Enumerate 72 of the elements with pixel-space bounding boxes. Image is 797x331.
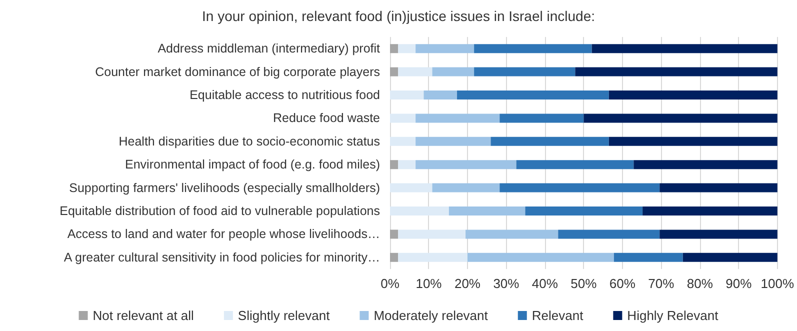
bar xyxy=(390,160,398,170)
bar xyxy=(466,230,558,239)
bar xyxy=(390,252,398,262)
bar xyxy=(424,90,458,100)
x-tick-label: 30% xyxy=(493,276,520,291)
x-tick-label: 80% xyxy=(686,276,714,291)
bar xyxy=(398,67,432,76)
bar xyxy=(608,90,778,100)
y-tick-label: A greater cultural sensitivity in food policies for minority… xyxy=(64,250,380,264)
y-tick-label: Health disparities due to socio-economic status xyxy=(118,134,380,148)
bar xyxy=(390,90,424,100)
y-tick-label: Counter market dominance of big corporate players xyxy=(95,64,380,79)
bar xyxy=(642,206,778,216)
bar xyxy=(390,183,432,192)
bar xyxy=(416,136,491,146)
bar xyxy=(500,183,660,192)
bar xyxy=(390,136,416,146)
bar xyxy=(592,44,778,54)
bar xyxy=(398,230,466,239)
bar xyxy=(398,160,416,170)
bar xyxy=(660,183,778,192)
bar xyxy=(525,206,643,216)
legend-label: Slightly relevant xyxy=(238,308,330,323)
bar xyxy=(390,67,398,76)
bar xyxy=(490,136,609,146)
bar xyxy=(660,230,778,239)
bar xyxy=(390,114,416,123)
bar xyxy=(584,114,778,123)
bar xyxy=(500,114,584,123)
bar xyxy=(558,230,660,239)
y-tick-label: Reduce food waste xyxy=(272,111,380,126)
bar xyxy=(608,136,778,146)
bar xyxy=(416,160,516,170)
legend-label: Relevant xyxy=(532,308,584,323)
x-tick-label: 40% xyxy=(532,276,558,291)
x-tick-label: 70% xyxy=(648,276,675,291)
bar xyxy=(516,160,634,170)
legend-label: Moderately relevant xyxy=(374,308,488,323)
x-tick-label: 20% xyxy=(454,276,481,291)
x-tick-label: 0% xyxy=(380,276,400,291)
x-tick-label: 60% xyxy=(609,276,636,291)
bar xyxy=(390,206,449,216)
y-tick-label: Access to land and water for people whose livelihoods… xyxy=(67,227,380,242)
bar xyxy=(416,114,500,123)
y-tick-label: Address middleman (intermediary) profit xyxy=(158,42,381,56)
legend-label: Not relevant at all xyxy=(92,308,194,323)
y-tick-label: Equitable distribution of food aid to vulnerable populations xyxy=(60,204,380,218)
bar xyxy=(432,183,500,192)
x-tick-label: 100% xyxy=(760,276,794,291)
y-tick-label: Supporting farmers' livelihoods (especially smallholders) xyxy=(69,180,380,195)
bar xyxy=(457,90,609,100)
bar xyxy=(614,252,683,262)
bar xyxy=(390,44,398,54)
y-tick-label: Equitable access to nutritious food xyxy=(190,88,380,102)
bar xyxy=(390,230,398,239)
y-tick-label: Environmental impact of food (e.g. food miles) xyxy=(125,158,380,172)
bar xyxy=(398,44,416,54)
x-tick-label: 10% xyxy=(416,276,442,291)
bar xyxy=(474,67,576,76)
x-tick-label: 90% xyxy=(726,276,752,291)
bar xyxy=(682,252,778,262)
bar xyxy=(634,160,778,170)
bar xyxy=(432,67,474,76)
bar xyxy=(575,67,778,76)
bar xyxy=(448,206,526,216)
legend-label: Highly Relevant xyxy=(627,308,719,323)
bar xyxy=(416,44,474,54)
bar xyxy=(474,44,592,54)
bar xyxy=(398,252,468,262)
x-tick-label: 50% xyxy=(570,276,598,291)
bar xyxy=(467,252,614,262)
chart-title: In your opinion, relevant food (in)justice issues in Israel include: xyxy=(202,8,595,24)
